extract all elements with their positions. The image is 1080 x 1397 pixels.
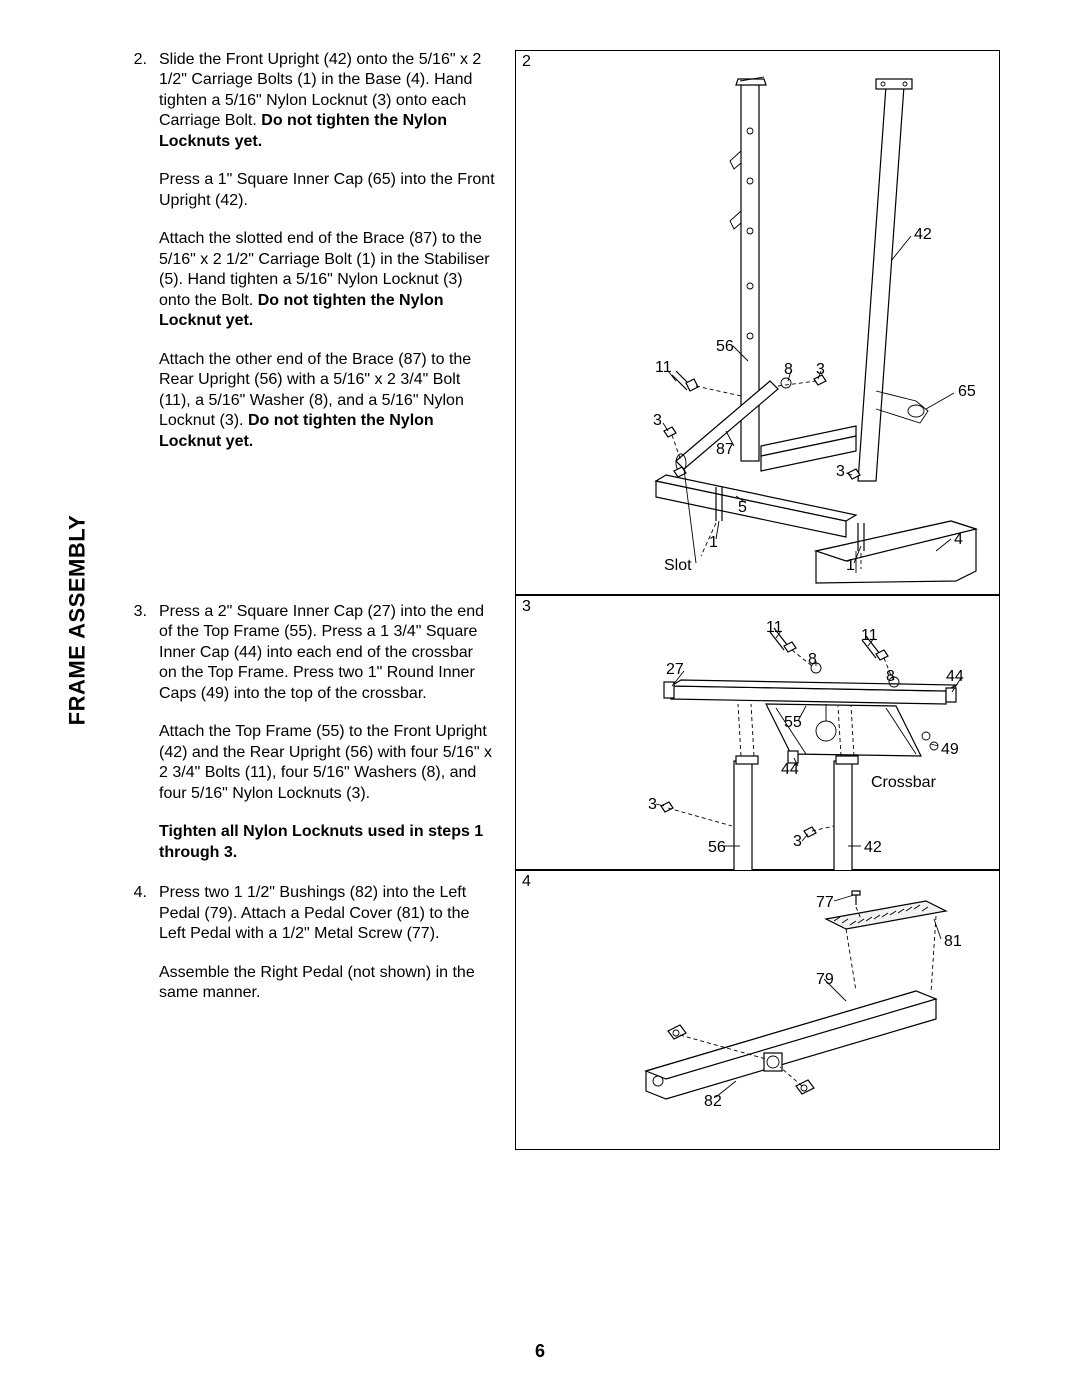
layout-spacer (125, 472, 495, 602)
assembly-manual-page: FRAME ASSEMBLY 2.Slide the Front Upright… (0, 0, 1080, 1397)
diagram-callout-label: 1 (709, 534, 718, 552)
diagram-callout-label: 5 (738, 499, 747, 517)
step-paragraph: Attach the Top Frame (55) to the Front U… (159, 722, 495, 804)
page-number: 6 (0, 1341, 1080, 1362)
section-tab: FRAME ASSEMBLY (62, 510, 92, 730)
diagram-callout-label: 3 (648, 796, 657, 814)
step-paragraph: Assemble the Right Pedal (not shown) in … (159, 963, 495, 1004)
diagram-callout-label: Crossbar (871, 774, 936, 792)
content-row: 2.Slide the Front Upright (42) onto the … (50, 50, 1030, 1150)
text-run: Tighten all Nylon Locknuts used in steps… (159, 823, 483, 860)
diagram-4-box: 4 (515, 870, 1000, 1150)
step-body: Slide the Front Upright (42) onto the 5/… (159, 50, 495, 452)
text-run: Assemble the Right Pedal (not shown) in … (159, 964, 475, 1001)
instruction-step: 2.Slide the Front Upright (42) onto the … (125, 50, 495, 452)
diagram-callout-label: 11 (655, 359, 672, 377)
instruction-step: 3.Press a 2" Square Inner Cap (27) into … (125, 602, 495, 863)
diagram-3-box: 3 (515, 595, 1000, 870)
step-paragraph: Attach the slotted end of the Brace (87)… (159, 229, 495, 331)
diagram-callout-label: 79 (816, 971, 834, 989)
section-title: FRAME ASSEMBLY (64, 515, 90, 726)
diagram-callout-label: 56 (716, 338, 734, 356)
diagram-callout-label: 11 (766, 619, 783, 637)
diagram-callout-label: 3 (653, 412, 662, 430)
diagram-callout-label: 42 (864, 839, 882, 857)
step-body: Press two 1 1/2" Bushings (82) into the … (159, 883, 495, 1003)
diagram-column: 2 (515, 50, 1030, 1150)
text-run: Attach the Top Frame (55) to the Front U… (159, 723, 492, 801)
step-paragraph: Press two 1 1/2" Bushings (82) into the … (159, 883, 495, 944)
diagram-callout-label: 49 (941, 741, 959, 759)
diagram-callout-label: 65 (958, 383, 976, 401)
step-paragraph: Attach the other end of the Brace (87) t… (159, 350, 495, 452)
diagram-4-drawing (516, 871, 1001, 1151)
diagram-callout-label: 27 (666, 661, 684, 679)
diagram-callout-label: 8 (784, 361, 793, 379)
step-number: 4. (125, 883, 147, 1003)
diagram-callout-label: 87 (716, 441, 734, 459)
diagram-callout-label: 3 (836, 463, 845, 481)
step-number: 3. (125, 602, 147, 863)
diagram-callout-label: 8 (886, 668, 895, 686)
step-body: Press a 2" Square Inner Cap (27) into th… (159, 602, 495, 863)
diagram-callout-label: Slot (664, 557, 692, 575)
diagram-callout-label: 81 (944, 933, 962, 951)
step-number: 2. (125, 50, 147, 452)
diagram-3-drawing (516, 596, 1001, 871)
diagram-callout-label: 56 (708, 839, 726, 857)
diagram-callout-label: 82 (704, 1093, 722, 1111)
instructions-column: 2.Slide the Front Upright (42) onto the … (125, 50, 495, 1150)
text-run: Press a 2" Square Inner Cap (27) into th… (159, 603, 484, 702)
diagram-callout-label: 77 (816, 894, 834, 912)
text-run: Press a 1" Square Inner Cap (65) into th… (159, 171, 495, 208)
diagram-callout-label: 3 (816, 361, 825, 379)
step-paragraph: Press a 2" Square Inner Cap (27) into th… (159, 602, 495, 704)
diagram-callout-label: 44 (781, 761, 799, 779)
diagram-callout-label: 8 (808, 651, 817, 669)
diagram-callout-label: 3 (793, 833, 802, 851)
diagram-callout-label: 4 (954, 531, 963, 549)
step-paragraph: Press a 1" Square Inner Cap (65) into th… (159, 170, 495, 211)
step-paragraph: Slide the Front Upright (42) onto the 5/… (159, 50, 495, 152)
diagram-2-drawing (516, 51, 1001, 596)
text-run: Press two 1 1/2" Bushings (82) into the … (159, 884, 469, 942)
diagram-callout-label: 42 (914, 226, 932, 244)
step-paragraph: Tighten all Nylon Locknuts used in steps… (159, 822, 495, 863)
diagram-2-box: 2 (515, 50, 1000, 595)
diagram-callout-label: 55 (784, 714, 802, 732)
instruction-step: 4.Press two 1 1/2" Bushings (82) into th… (125, 883, 495, 1003)
diagram-callout-label: 1 (846, 557, 855, 575)
diagram-callout-label: 11 (861, 627, 878, 645)
diagram-callout-label: 44 (946, 668, 964, 686)
